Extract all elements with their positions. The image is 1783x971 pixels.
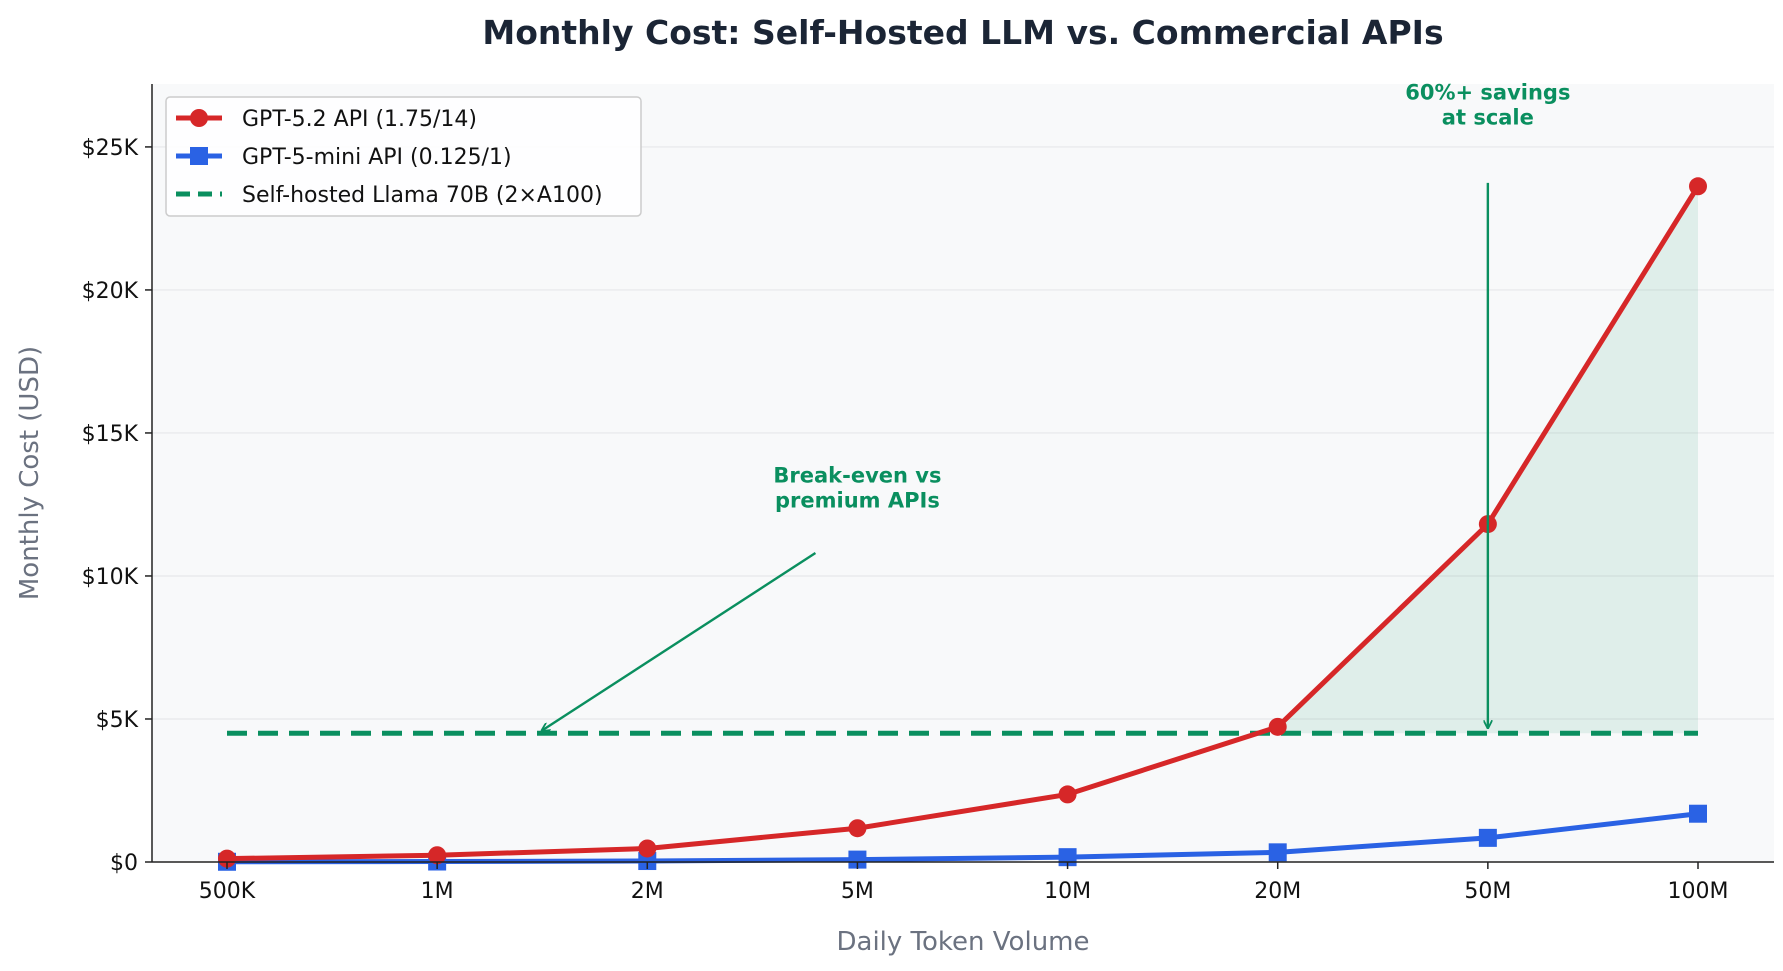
savings-area	[1277, 186, 1698, 734]
x-tick-label: 1M	[421, 879, 454, 904]
legend-marker-gpt-5-mini-api-0-125-1	[190, 147, 208, 165]
annotation-line: 60%+ savings	[1405, 80, 1570, 104]
point-gpt-5-mini-api-0-125-1-50m	[1478, 828, 1497, 847]
y-axis-label: Monthly Cost (USD)	[15, 346, 45, 600]
point-gpt-5-mini-api-0-125-1-2m	[638, 852, 657, 871]
legend-marker-gpt-5-2-api-1-75-14	[190, 109, 208, 127]
y-tick-label: $15K	[82, 422, 139, 447]
y-tick-label: $20K	[82, 279, 139, 304]
point-gpt-5-2-api-1-75-14-100m	[1689, 177, 1707, 196]
chart-title: Monthly Cost: Self-Hosted LLM vs. Commer…	[482, 13, 1443, 52]
y-tick-label: $10K	[82, 565, 139, 590]
point-gpt-5-2-api-1-75-14-5m	[848, 819, 867, 838]
point-gpt-5-2-api-1-75-14-500k	[218, 849, 236, 868]
point-gpt-5-mini-api-0-125-1-5m	[848, 850, 867, 869]
y-tick-label: $5K	[96, 708, 139, 733]
x-tick-label: 50M	[1464, 879, 1511, 904]
point-gpt-5-2-api-1-75-14-2m	[638, 839, 657, 858]
point-gpt-5-2-api-1-75-14-1m	[428, 846, 447, 865]
annotation-text-1: Break-even vs premium APIs	[773, 464, 941, 513]
point-gpt-5-mini-api-0-125-1-100m	[1689, 804, 1707, 823]
x-tick-label: 2M	[631, 879, 664, 904]
savings-shaded-region	[1277, 186, 1698, 734]
legend: GPT-5.2 API (1.75/14) GPT-5-mini API (0.1…	[165, 96, 642, 217]
x-axis-label: Daily Token Volume	[837, 927, 1090, 957]
x-tick-label: 20M	[1254, 879, 1301, 904]
series-line-gpt-5-2-api-1-75-14	[226, 184, 1701, 862]
legend-label: GPT-5-mini API (0.125/1)	[242, 145, 512, 170]
legend-box	[165, 96, 642, 217]
x-tick-label: 100M	[1668, 879, 1729, 904]
point-gpt-5-2-api-1-75-14-10m	[1058, 785, 1077, 804]
annotations: Break-even vs premium APIs 60%+ savings at …	[542, 80, 1570, 730]
annotation-text-2: 60%+ savings at scale	[1405, 80, 1570, 129]
legend-label: GPT-5.2 API (1.75/14)	[242, 107, 477, 132]
y-tick-label: $0	[110, 851, 138, 876]
y-tick-label: $25K	[82, 136, 139, 161]
x-tick-label: 5M	[841, 879, 874, 904]
x-tick-label: 500K	[199, 879, 256, 904]
x-tick-label: 10M	[1044, 879, 1091, 904]
point-gpt-5-mini-api-0-125-1-20m	[1268, 843, 1287, 862]
axis-ticks: $0 $5K $10K $15K $20K $25K 500K 1M 2M 5M 10M 20M 50M…	[82, 136, 1729, 904]
annotation-line: Break-even vs	[773, 464, 941, 488]
annotation-line: premium APIs	[775, 489, 940, 513]
legend-entries: GPT-5.2 API (1.75/14) GPT-5-mini API (0.1…	[176, 107, 603, 208]
annotation-line: at scale	[1442, 105, 1534, 129]
annotation-arrow-1	[542, 552, 817, 730]
legend-label: Self-hosted Llama 70B (2×A100)	[242, 183, 603, 208]
grid-lines	[152, 146, 1774, 720]
point-gpt-5-2-api-1-75-14-20m	[1268, 717, 1287, 736]
